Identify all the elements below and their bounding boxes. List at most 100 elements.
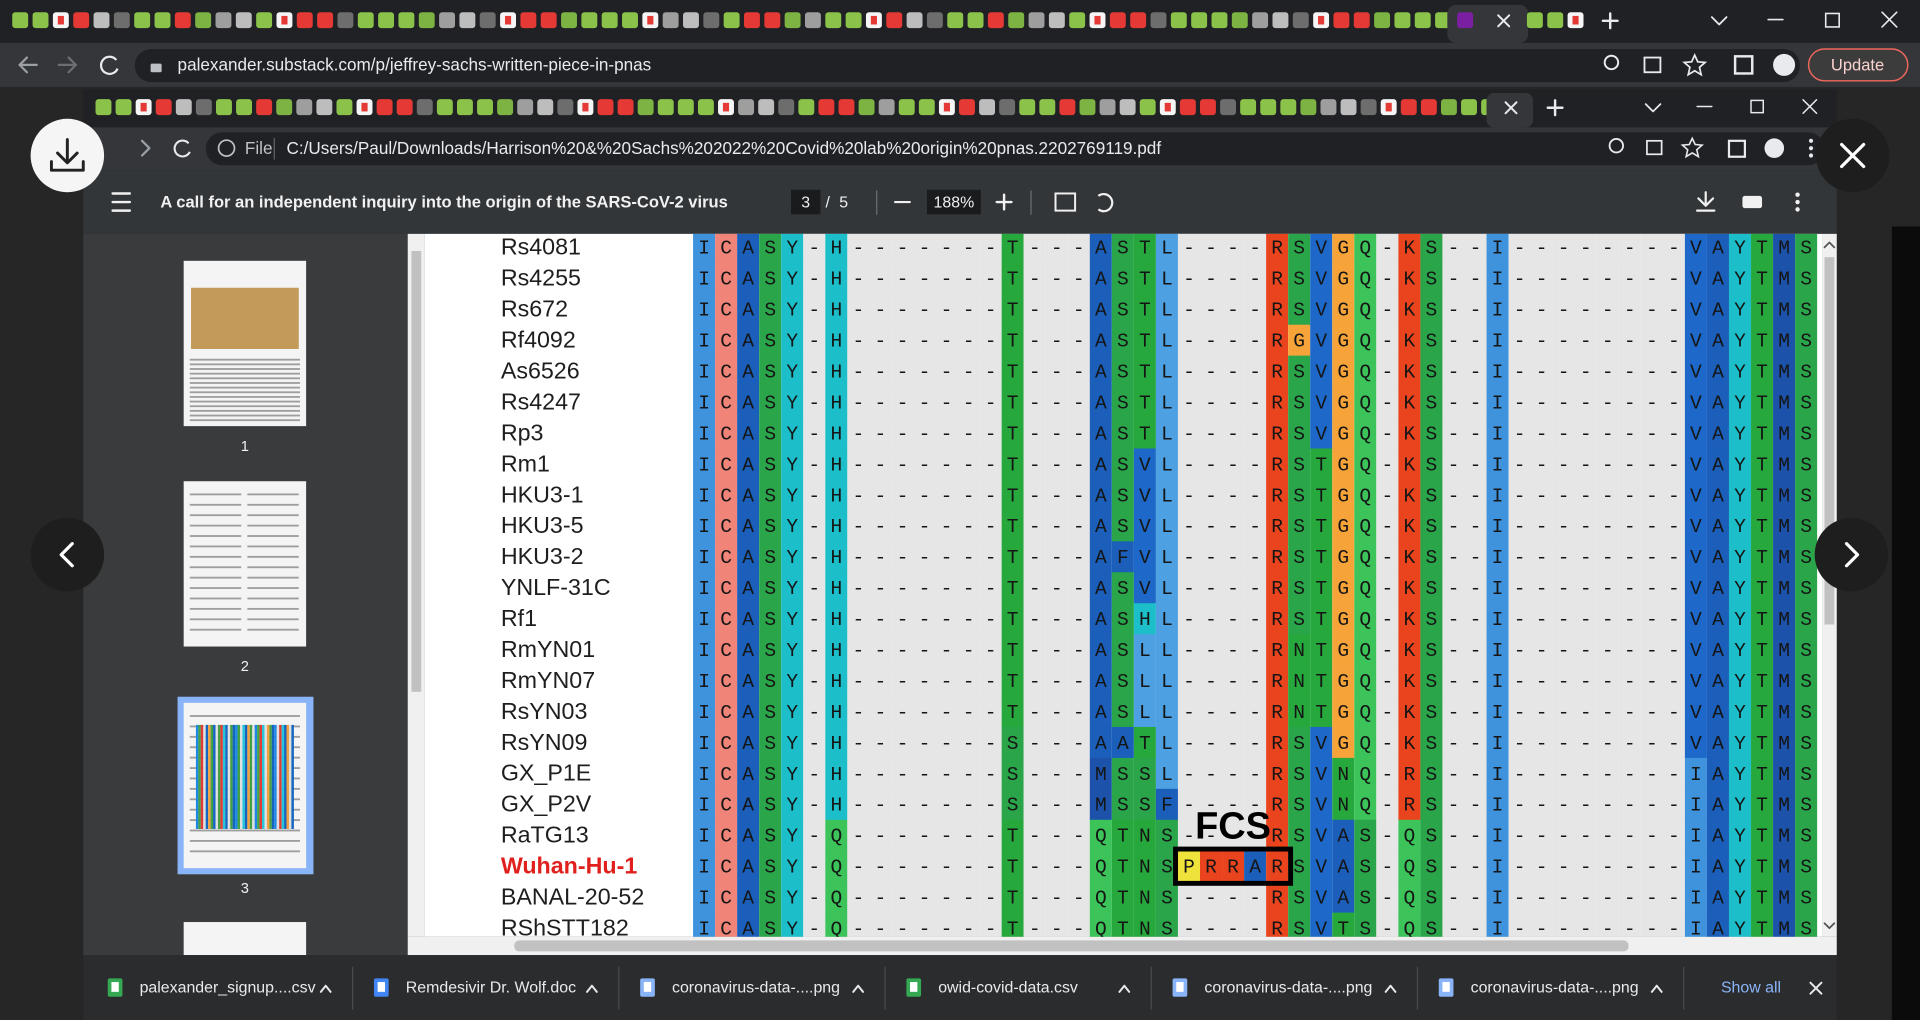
tab-favicon[interactable] [1028, 12, 1045, 29]
download-options[interactable] [586, 984, 598, 993]
close-icon[interactable] [1840, 142, 1866, 169]
tab-favicon[interactable] [479, 12, 496, 29]
show-all[interactable]: Show all [1721, 979, 1781, 996]
inner-reload[interactable] [173, 139, 191, 158]
tab-favicon[interactable] [778, 99, 795, 116]
inner-menu-dot[interactable] [1808, 146, 1814, 151]
tab-favicon[interactable] [1292, 12, 1309, 29]
update-button[interactable] [1807, 48, 1909, 82]
tab-favicon[interactable] [540, 12, 557, 29]
tab-favicon[interactable] [764, 12, 781, 29]
tab-favicon[interactable] [1300, 99, 1317, 116]
tab-favicon[interactable] [336, 99, 353, 116]
tab-favicon[interactable] [798, 99, 815, 116]
download-options[interactable] [1650, 984, 1663, 993]
inner-new-tab[interactable] [1546, 99, 1564, 117]
inner-tab-search[interactable] [1644, 103, 1662, 113]
tab-favicon[interactable] [1394, 12, 1411, 29]
tab-favicon[interactable] [1119, 99, 1136, 116]
tab-favicon[interactable] [497, 99, 514, 116]
tab-favicon[interactable] [1099, 99, 1116, 116]
tab-favicon[interactable] [396, 99, 413, 116]
tab-favicon[interactable] [357, 12, 374, 29]
tab-favicon[interactable] [1039, 99, 1056, 116]
tab-favicon[interactable] [256, 12, 273, 29]
tab-favicon[interactable] [967, 12, 984, 29]
tab-favicon[interactable] [758, 99, 775, 116]
new-tab[interactable] [1601, 12, 1619, 30]
tab-favicon[interactable] [378, 12, 395, 29]
tab-favicon[interactable] [1069, 12, 1086, 29]
inner-omnibox[interactable] [205, 132, 1825, 166]
tab-favicon[interactable] [557, 99, 574, 116]
thumbnail[interactable] [183, 481, 307, 647]
tab-favicon[interactable] [637, 99, 654, 116]
tab-favicon[interactable] [1211, 12, 1228, 29]
tab-favicon[interactable] [999, 99, 1016, 116]
tab-favicon[interactable] [456, 99, 473, 116]
more-dot[interactable] [1795, 192, 1800, 197]
tab-favicon[interactable] [898, 99, 915, 116]
inner-side-panel[interactable] [1727, 139, 1746, 158]
tab-favicon[interactable] [1191, 12, 1208, 29]
current-page[interactable]: 3 [801, 194, 810, 211]
tab-favicon[interactable] [1079, 99, 1096, 116]
more-dot[interactable] [1795, 199, 1800, 205]
tab-favicon[interactable] [276, 99, 293, 116]
tab-favicon[interactable] [195, 12, 212, 29]
tab-favicon[interactable] [697, 99, 714, 116]
download-options[interactable] [1384, 984, 1397, 993]
rotate[interactable] [1097, 193, 1114, 213]
tab-favicon[interactable] [1333, 12, 1350, 29]
more-dot[interactable] [1795, 207, 1800, 212]
bookmark-star[interactable] [1682, 53, 1708, 77]
tab-favicon[interactable] [947, 12, 964, 29]
tab-favicon[interactable] [439, 12, 456, 29]
tab-favicon[interactable] [32, 12, 49, 29]
tab-favicon[interactable] [235, 12, 252, 29]
scroll-thumb[interactable] [411, 251, 422, 692]
tab-favicon[interactable] [215, 12, 232, 29]
tab-favicon[interactable] [561, 12, 577, 29]
tab-favicon[interactable] [1457, 12, 1474, 29]
profile[interactable] [1773, 53, 1796, 76]
tab-favicon[interactable] [622, 12, 638, 29]
tab-favicon[interactable] [216, 99, 232, 116]
download-item[interactable]: Remdesivir Dr. Wolf.doc [406, 979, 576, 996]
tab-favicon[interactable] [1150, 12, 1167, 29]
back-head[interactable] [18, 56, 29, 74]
tab-favicon[interactable] [113, 12, 130, 29]
tab-favicon[interactable] [1353, 12, 1370, 29]
tab-favicon[interactable] [1220, 99, 1236, 116]
tab-favicon[interactable] [1008, 12, 1025, 29]
tab-favicon[interactable] [858, 99, 875, 116]
tab-favicon[interactable] [1139, 99, 1156, 116]
previous-arrow[interactable] [59, 542, 74, 568]
tab-favicon[interactable] [1360, 99, 1377, 116]
tab-favicon[interactable] [316, 99, 333, 116]
tab-favicon[interactable] [617, 99, 634, 116]
tab-favicon[interactable] [317, 12, 334, 29]
download-item[interactable]: coronavirus-data-....png [1471, 979, 1639, 996]
tab-favicon[interactable] [804, 12, 821, 29]
side-panel[interactable] [1733, 55, 1754, 75]
tab-favicon[interactable] [683, 12, 699, 29]
tab-search[interactable] [1710, 16, 1728, 26]
tab-favicon[interactable] [906, 12, 923, 29]
tab-favicon[interactable] [195, 99, 212, 116]
tab-favicon[interactable] [398, 12, 415, 29]
tab-favicon[interactable] [1231, 12, 1248, 29]
tab-favicon[interactable] [1340, 99, 1357, 116]
tab-favicon[interactable] [878, 99, 895, 116]
tab-favicon[interactable] [1461, 99, 1477, 116]
tab-favicon[interactable] [1019, 99, 1036, 116]
page-input[interactable] [791, 189, 821, 215]
tab-favicon[interactable] [1420, 99, 1437, 116]
share-icon[interactable] [1643, 56, 1662, 74]
tab-favicon[interactable] [134, 12, 151, 29]
download-item[interactable]: coronavirus-data-....png [672, 979, 840, 996]
tab-favicon[interactable] [1179, 99, 1196, 116]
tab-favicon[interactable] [376, 99, 393, 116]
tab-favicon[interactable] [703, 12, 720, 29]
zoom-level[interactable]: 188% [934, 194, 975, 211]
